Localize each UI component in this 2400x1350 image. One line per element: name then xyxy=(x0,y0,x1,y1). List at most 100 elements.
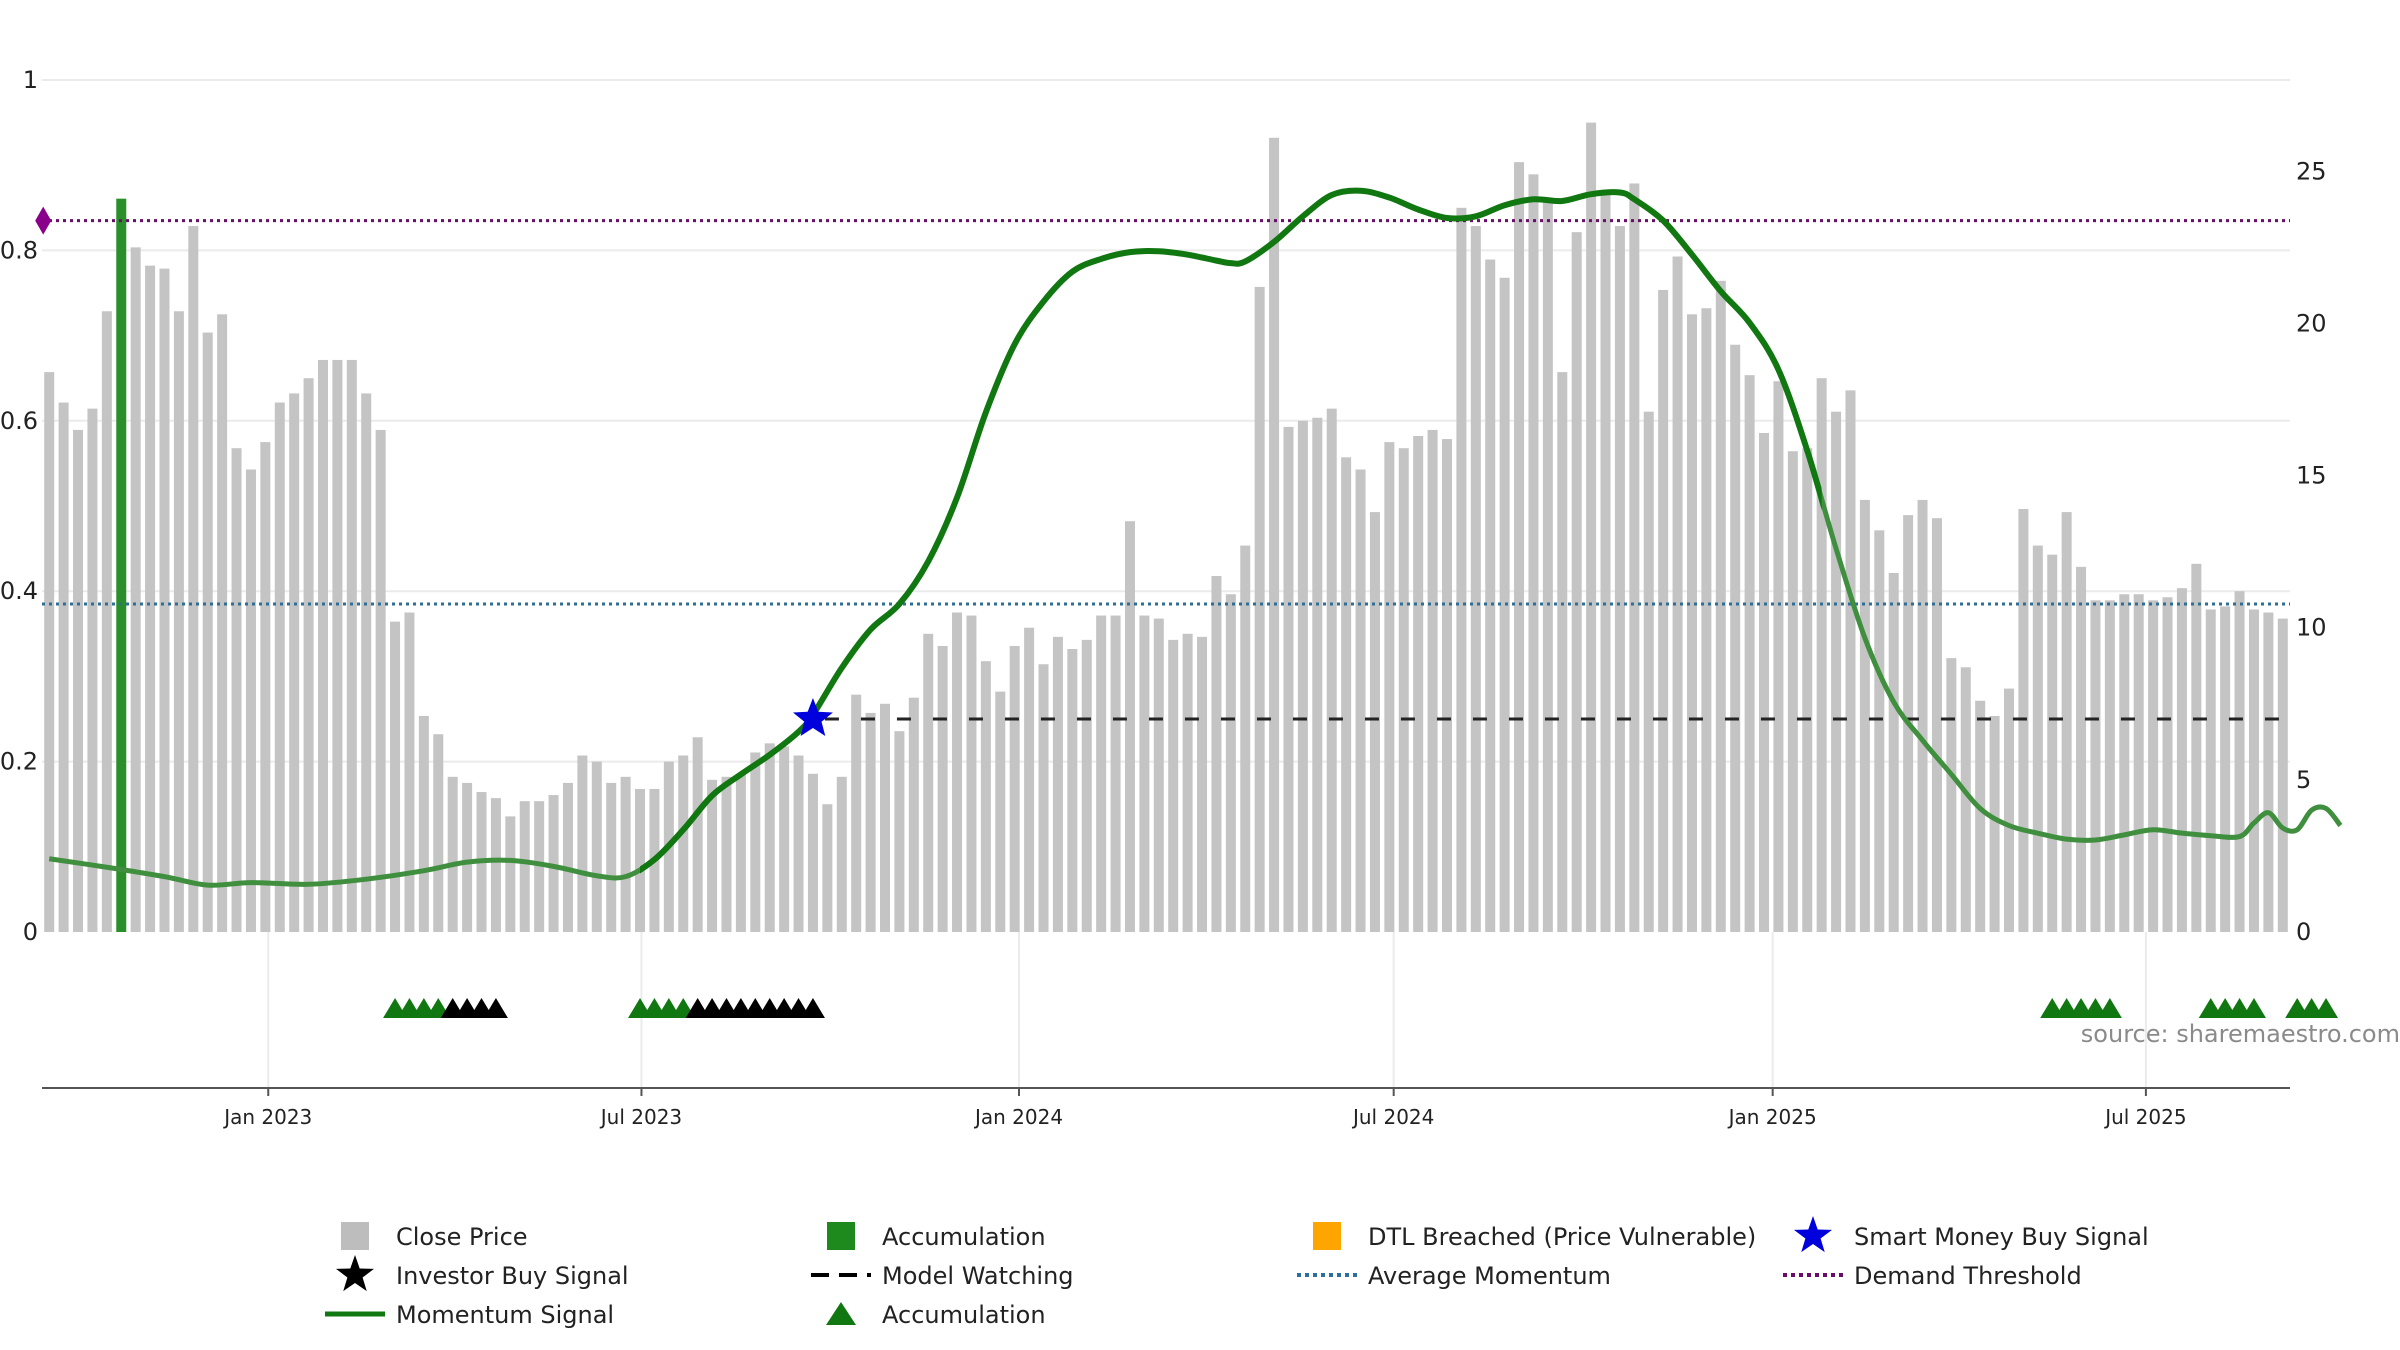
price-bar xyxy=(1931,518,1942,932)
investor-buy-triangle xyxy=(483,998,508,1018)
legend-swatch xyxy=(827,1222,855,1250)
legend-item: DTL Breached (Price Vulnerable) xyxy=(1313,1222,1756,1251)
price-bar xyxy=(2220,606,2231,932)
price-bar xyxy=(764,743,775,932)
reference-lines xyxy=(42,219,2290,721)
price-bar xyxy=(807,773,818,932)
right-y-tick-label: 25 xyxy=(2296,157,2327,185)
legend-label: Momentum Signal xyxy=(396,1301,614,1329)
price-bar xyxy=(1730,344,1741,932)
price-bar xyxy=(2076,566,2087,932)
price-bar xyxy=(591,761,602,932)
price-bar xyxy=(1917,499,1928,932)
price-bar xyxy=(260,442,271,932)
accumulation-triangle xyxy=(2314,998,2339,1018)
demand-threshold-marker xyxy=(35,206,52,235)
price-bar xyxy=(822,804,833,932)
price-bar xyxy=(966,615,977,932)
price-bar xyxy=(1442,439,1452,932)
price-bar xyxy=(2176,588,2187,932)
price-bar xyxy=(375,429,386,932)
legend-label: Investor Buy Signal xyxy=(396,1262,629,1290)
price-bar xyxy=(1153,618,1164,932)
price-bar xyxy=(707,779,718,932)
price-bar xyxy=(534,801,545,932)
price-bar xyxy=(1557,372,1568,933)
price-bar xyxy=(2018,509,2029,932)
price-bar xyxy=(1658,289,1669,932)
price-bar xyxy=(2061,512,2072,932)
price-bar xyxy=(1269,137,1280,933)
price-bar xyxy=(980,661,991,932)
price-bar xyxy=(620,776,631,932)
price-bar xyxy=(779,746,790,932)
price-bar xyxy=(894,731,905,932)
price-bar xyxy=(692,737,703,932)
price-bar xyxy=(433,734,444,932)
price-bar xyxy=(1413,436,1424,932)
price-bar xyxy=(1672,256,1683,932)
price-bar xyxy=(505,816,516,932)
price-bar xyxy=(1960,667,1971,932)
price-bar xyxy=(73,429,84,932)
price-bar xyxy=(1787,451,1798,932)
price-bar xyxy=(562,782,573,932)
price-bar xyxy=(2263,612,2274,932)
right-y-tick-label: 20 xyxy=(2296,309,2327,337)
legend-label: Close Price xyxy=(396,1223,528,1251)
price-bar xyxy=(58,402,69,932)
price-bar xyxy=(2090,600,2101,932)
left-y-tick-label: 1 xyxy=(23,66,38,94)
price-bar xyxy=(2032,545,2043,932)
left-y-tick-label: 0.6 xyxy=(0,407,38,435)
price-bar xyxy=(1643,411,1654,933)
legend-item: Accumulation xyxy=(827,1222,1046,1251)
x-tick-label: Jul 2023 xyxy=(599,1105,682,1129)
price-bar xyxy=(1686,314,1697,932)
price-bar xyxy=(635,788,646,932)
price-bar xyxy=(836,776,847,932)
price-bar xyxy=(44,372,55,933)
price-bar xyxy=(1427,429,1438,932)
legend-item: Average Momentum xyxy=(1297,1262,1611,1290)
legend-item: Model Watching xyxy=(811,1262,1074,1290)
price-bar xyxy=(880,703,890,932)
price-bar xyxy=(1067,649,1078,932)
left-y-tick-label: 0.2 xyxy=(0,748,38,776)
price-bar xyxy=(1470,226,1481,933)
price-bar xyxy=(721,776,732,932)
price-bar xyxy=(1874,530,1885,932)
price-bar xyxy=(606,782,617,932)
price-bar xyxy=(447,776,458,932)
price-bar xyxy=(678,755,689,932)
legend-label: Accumulation xyxy=(882,1223,1046,1251)
price-bar xyxy=(332,359,343,932)
price-bar xyxy=(346,359,357,932)
x-tick-label: Jul 2025 xyxy=(2103,1105,2186,1129)
price-bar xyxy=(1297,420,1308,932)
x-tick-label: Jan 2025 xyxy=(1727,1105,1817,1129)
legend-item: Accumulation xyxy=(826,1301,1046,1329)
price-bar xyxy=(2047,554,2058,932)
price-bar xyxy=(245,469,256,932)
x-tick-label: Jan 2023 xyxy=(222,1105,312,1129)
legend-label: DTL Breached (Price Vulnerable) xyxy=(1368,1223,1756,1251)
legend-item: Investor Buy Signal xyxy=(335,1255,629,1292)
price-bar xyxy=(2205,609,2216,932)
price-bar xyxy=(1240,545,1251,932)
price-bar xyxy=(1744,375,1755,933)
price-bar xyxy=(1715,280,1726,932)
price-bar xyxy=(2277,618,2288,932)
price-bar xyxy=(1485,259,1496,932)
price-bar xyxy=(1096,615,1107,932)
right-y-tick-label: 10 xyxy=(2296,614,2327,642)
price-bars xyxy=(44,122,2288,933)
price-bar xyxy=(750,752,761,932)
price-bar xyxy=(1254,286,1265,932)
x-tick-labels: Jan 2023 Jul 2023 Jan 2024 Jul 2024 Jan 2025… xyxy=(222,1105,2186,1129)
axes xyxy=(42,1087,2290,1096)
source-credit: source: sharemaestro.com xyxy=(2081,1020,2400,1048)
price-bar xyxy=(390,621,401,932)
price-bar xyxy=(87,408,98,933)
